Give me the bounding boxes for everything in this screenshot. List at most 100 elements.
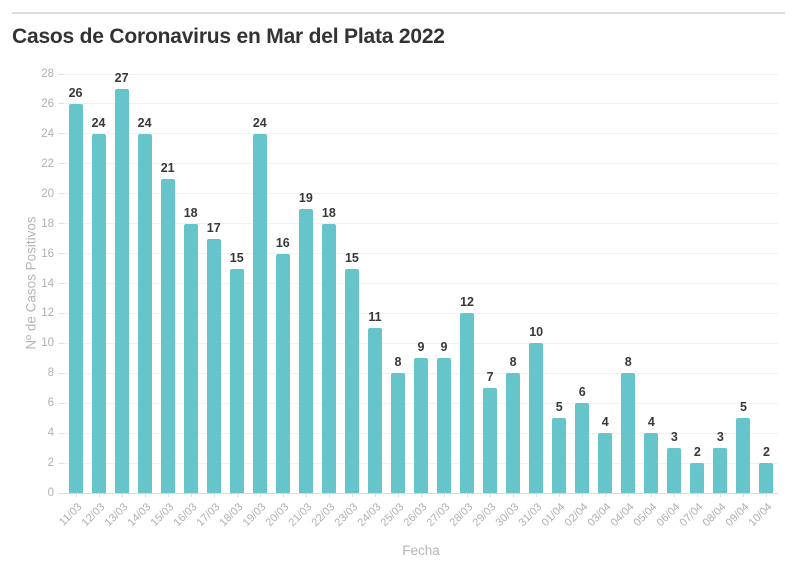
bar-value-label: 17	[206, 220, 221, 235]
bar-value-label: 16	[275, 235, 290, 250]
gridline	[64, 163, 778, 165]
bar-23-03[interactable]	[344, 268, 359, 493]
bar-value-label: 21	[160, 160, 175, 175]
y-axis-tick	[58, 73, 64, 75]
y-axis-tick-label: 10	[41, 337, 54, 350]
bar-17-03[interactable]	[206, 238, 221, 493]
gridline	[64, 133, 778, 135]
x-axis-tick	[328, 493, 330, 497]
bar-28-03[interactable]	[460, 313, 475, 493]
x-axis-tick	[720, 493, 722, 497]
y-axis-tick-label: 0	[47, 487, 54, 499]
bar-12-03[interactable]	[91, 133, 106, 493]
header-divider	[12, 12, 785, 14]
bar-07-04[interactable]	[690, 463, 705, 493]
gridline	[64, 73, 778, 75]
bar-value-label: 5	[739, 400, 747, 415]
x-axis-tick	[167, 493, 169, 497]
y-axis-tick	[58, 432, 64, 434]
x-axis-tick	[513, 493, 515, 497]
chart-title: Casos de Coronavirus en Mar del Plata 20…	[12, 25, 445, 48]
bar-24-03[interactable]	[367, 328, 382, 493]
bar-06-04[interactable]	[667, 448, 682, 493]
x-axis-tick	[467, 493, 469, 497]
x-axis-tick	[743, 493, 745, 497]
y-axis-tick	[58, 312, 64, 314]
x-axis-tick	[236, 493, 238, 497]
bar-18-03[interactable]	[229, 268, 244, 493]
bar-19-03[interactable]	[252, 133, 267, 493]
bar-02-04[interactable]	[575, 403, 590, 493]
x-axis-tick	[628, 493, 630, 497]
y-axis-tick	[58, 133, 64, 135]
y-axis-tick	[58, 193, 64, 195]
x-axis-tick	[582, 493, 584, 497]
y-axis-tick-label: 28	[41, 68, 54, 80]
bar-20-03[interactable]	[275, 253, 290, 493]
x-axis-tick	[536, 493, 538, 497]
bar-05-04[interactable]	[644, 433, 659, 493]
gridline	[64, 253, 778, 255]
bar-01-04[interactable]	[552, 418, 567, 493]
bar-27-03[interactable]	[437, 358, 452, 493]
bar-08-04[interactable]	[713, 448, 728, 493]
x-axis-tick	[259, 493, 261, 497]
bar-value-label: 3	[670, 430, 678, 445]
bar-value-label: 26	[68, 85, 83, 100]
bar-value-label: 24	[137, 115, 152, 130]
bar-13-03[interactable]	[114, 88, 129, 493]
y-axis-tick	[58, 402, 64, 404]
x-axis-tick	[213, 493, 215, 497]
bar-26-03[interactable]	[414, 358, 428, 493]
bar-value-label: 15	[344, 250, 359, 265]
y-axis-tick-label: 16	[41, 247, 54, 260]
bar-value-label: 18	[183, 205, 198, 220]
bar-value-label: 24	[252, 115, 267, 130]
bar-value-label: 12	[460, 295, 475, 310]
x-axis-tick	[490, 493, 492, 497]
x-axis-tick	[121, 493, 123, 497]
y-axis-tick-label: 14	[41, 277, 54, 290]
bar-value-label: 11	[368, 310, 382, 325]
y-axis-tick	[58, 372, 64, 374]
bar-31-03[interactable]	[529, 343, 544, 493]
bar-value-label: 7	[486, 370, 494, 385]
bar-16-03[interactable]	[183, 223, 198, 493]
bar-value-label: 24	[91, 115, 106, 130]
x-axis-tick	[305, 493, 307, 497]
y-axis-tick-label: 20	[41, 187, 54, 200]
gridline	[64, 223, 778, 225]
y-axis-tick-label: 12	[41, 307, 54, 320]
bar-21-03[interactable]	[298, 208, 313, 493]
bar-value-label: 18	[321, 205, 336, 220]
bar-value-label: 8	[624, 355, 632, 370]
bar-10-04[interactable]	[759, 463, 774, 493]
bar-15-03[interactable]	[160, 178, 175, 493]
y-axis-tick	[58, 163, 64, 165]
bar-11-03[interactable]	[68, 103, 83, 493]
bar-value-label: 9	[440, 340, 448, 355]
y-axis-tick-label: 24	[41, 127, 54, 140]
bar-29-03[interactable]	[483, 388, 498, 493]
bar-04-04[interactable]	[621, 373, 636, 493]
y-axis-tick-label: 8	[47, 367, 54, 380]
gridline	[64, 193, 778, 195]
x-axis-tick	[351, 493, 353, 497]
bar-30-03[interactable]	[506, 373, 521, 493]
bar-value-label: 4	[647, 415, 655, 430]
bar-25-03[interactable]	[390, 373, 405, 493]
bar-value-label: 8	[509, 355, 517, 370]
x-axis-tick	[766, 493, 768, 497]
bar-22-03[interactable]	[321, 223, 336, 493]
bar-value-label: 6	[578, 385, 586, 400]
x-axis-tick	[144, 493, 146, 497]
bar-value-label: 4	[601, 415, 609, 430]
bar-09-04[interactable]	[736, 418, 751, 493]
x-axis-tick	[397, 493, 399, 497]
bar-value-label: 10	[529, 325, 544, 340]
bar-14-03[interactable]	[137, 133, 152, 493]
x-axis-tick	[374, 493, 376, 497]
x-axis-tick	[674, 493, 676, 497]
y-axis-tick	[58, 342, 64, 344]
bar-03-04[interactable]	[598, 433, 613, 493]
